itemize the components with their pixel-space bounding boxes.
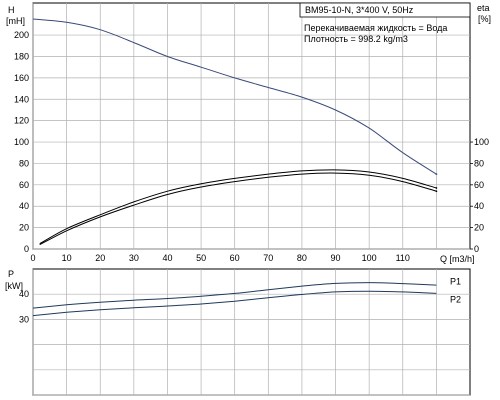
power-axis-title: P bbox=[8, 269, 14, 279]
pump-model-label: BM95-10-N, 3*400 V, 50Hz bbox=[305, 5, 414, 15]
power-axis-unit: [kW] bbox=[5, 281, 23, 291]
x-tick-label: 110 bbox=[396, 253, 410, 263]
x-tick-label: 0 bbox=[30, 253, 35, 263]
y-left-tick-label: 40 bbox=[19, 201, 29, 211]
y-left-tick-label: 60 bbox=[19, 180, 29, 190]
y-right-axis-unit: [%] bbox=[478, 14, 491, 24]
top-tick-labels: 0 10 20 30 40 50 60 70 80 90 100 110 0 20 40 60 80 100 120… bbox=[14, 30, 489, 263]
power-series-label: P2 bbox=[450, 294, 461, 304]
power-tick-label: 30 bbox=[19, 314, 29, 324]
x-tick-label: 60 bbox=[230, 253, 240, 263]
y-left-tick-label: 120 bbox=[14, 116, 29, 126]
power-curve-p1 bbox=[32, 282, 437, 309]
y-right-tick-label: 0 bbox=[474, 244, 479, 254]
power-panel: 30 40 P1 P2 P [kW] bbox=[5, 268, 471, 396]
y-left-tick-label: 20 bbox=[19, 223, 29, 233]
power-tick-label: 40 bbox=[19, 289, 29, 299]
top-grid bbox=[32, 3, 470, 250]
power-series-label: P1 bbox=[450, 277, 461, 287]
pump-model-box bbox=[299, 2, 471, 18]
x-tick-label: 70 bbox=[263, 253, 273, 263]
bottom-plot-frame bbox=[32, 268, 471, 396]
curve-end-point bbox=[435, 190, 438, 193]
efficiency-curve-1 bbox=[39, 169, 437, 245]
info-line-density: Плотность = 998.2 kg/m3 bbox=[304, 34, 408, 44]
y-left-tick-label: 100 bbox=[14, 137, 29, 147]
y-left-axis-title: H bbox=[8, 5, 15, 15]
head-curve bbox=[32, 18, 437, 175]
x-tick-label: 80 bbox=[297, 253, 307, 263]
y-left-tick-label: 180 bbox=[14, 51, 29, 61]
efficiency-curve-2 bbox=[39, 172, 437, 246]
power-curve-p2 bbox=[32, 290, 437, 317]
y-left-axis-unit: [mH] bbox=[6, 16, 25, 26]
x-tick-label: 10 bbox=[62, 253, 72, 263]
y-right-axis-title: eta bbox=[477, 3, 490, 13]
y-left-tick-label: 140 bbox=[14, 94, 29, 104]
x-tick-label: 100 bbox=[362, 253, 377, 263]
x-tick-label: 30 bbox=[129, 253, 139, 263]
curve-end-point bbox=[435, 187, 438, 189]
y-right-tick-label: 80 bbox=[474, 158, 484, 168]
bottom-tick-labels: 30 40 bbox=[19, 289, 29, 324]
curve-end-point bbox=[435, 173, 438, 176]
y-left-tick-label: 0 bbox=[24, 244, 29, 254]
y-right-tick-label: 60 bbox=[474, 180, 484, 190]
y-right-tick-label: 100 bbox=[474, 137, 489, 147]
x-tick-label: 90 bbox=[331, 253, 341, 263]
y-right-tick-label: 20 bbox=[474, 223, 484, 233]
x-tick-label: 40 bbox=[162, 253, 172, 263]
y-left-tick-label: 80 bbox=[19, 158, 29, 168]
x-tick-label: 20 bbox=[95, 253, 105, 263]
y-right-tick-label: 40 bbox=[474, 201, 484, 211]
x-tick-label: 50 bbox=[196, 253, 206, 263]
bottom-grid bbox=[32, 269, 470, 396]
y-left-tick-label: 200 bbox=[14, 30, 29, 40]
bottom-curves: P1 P2 bbox=[32, 277, 461, 317]
y-left-tick-label: 160 bbox=[14, 73, 29, 83]
head-efficiency-panel: 0 10 20 30 40 50 60 70 80 90 100 110 0 20 40 60 80 100 120… bbox=[6, 2, 491, 264]
top-curves bbox=[32, 18, 438, 246]
info-line-fluid: Перекачиваемая жидкость = Вода bbox=[304, 23, 447, 33]
x-axis-title: Q [m3/h] bbox=[440, 254, 475, 264]
